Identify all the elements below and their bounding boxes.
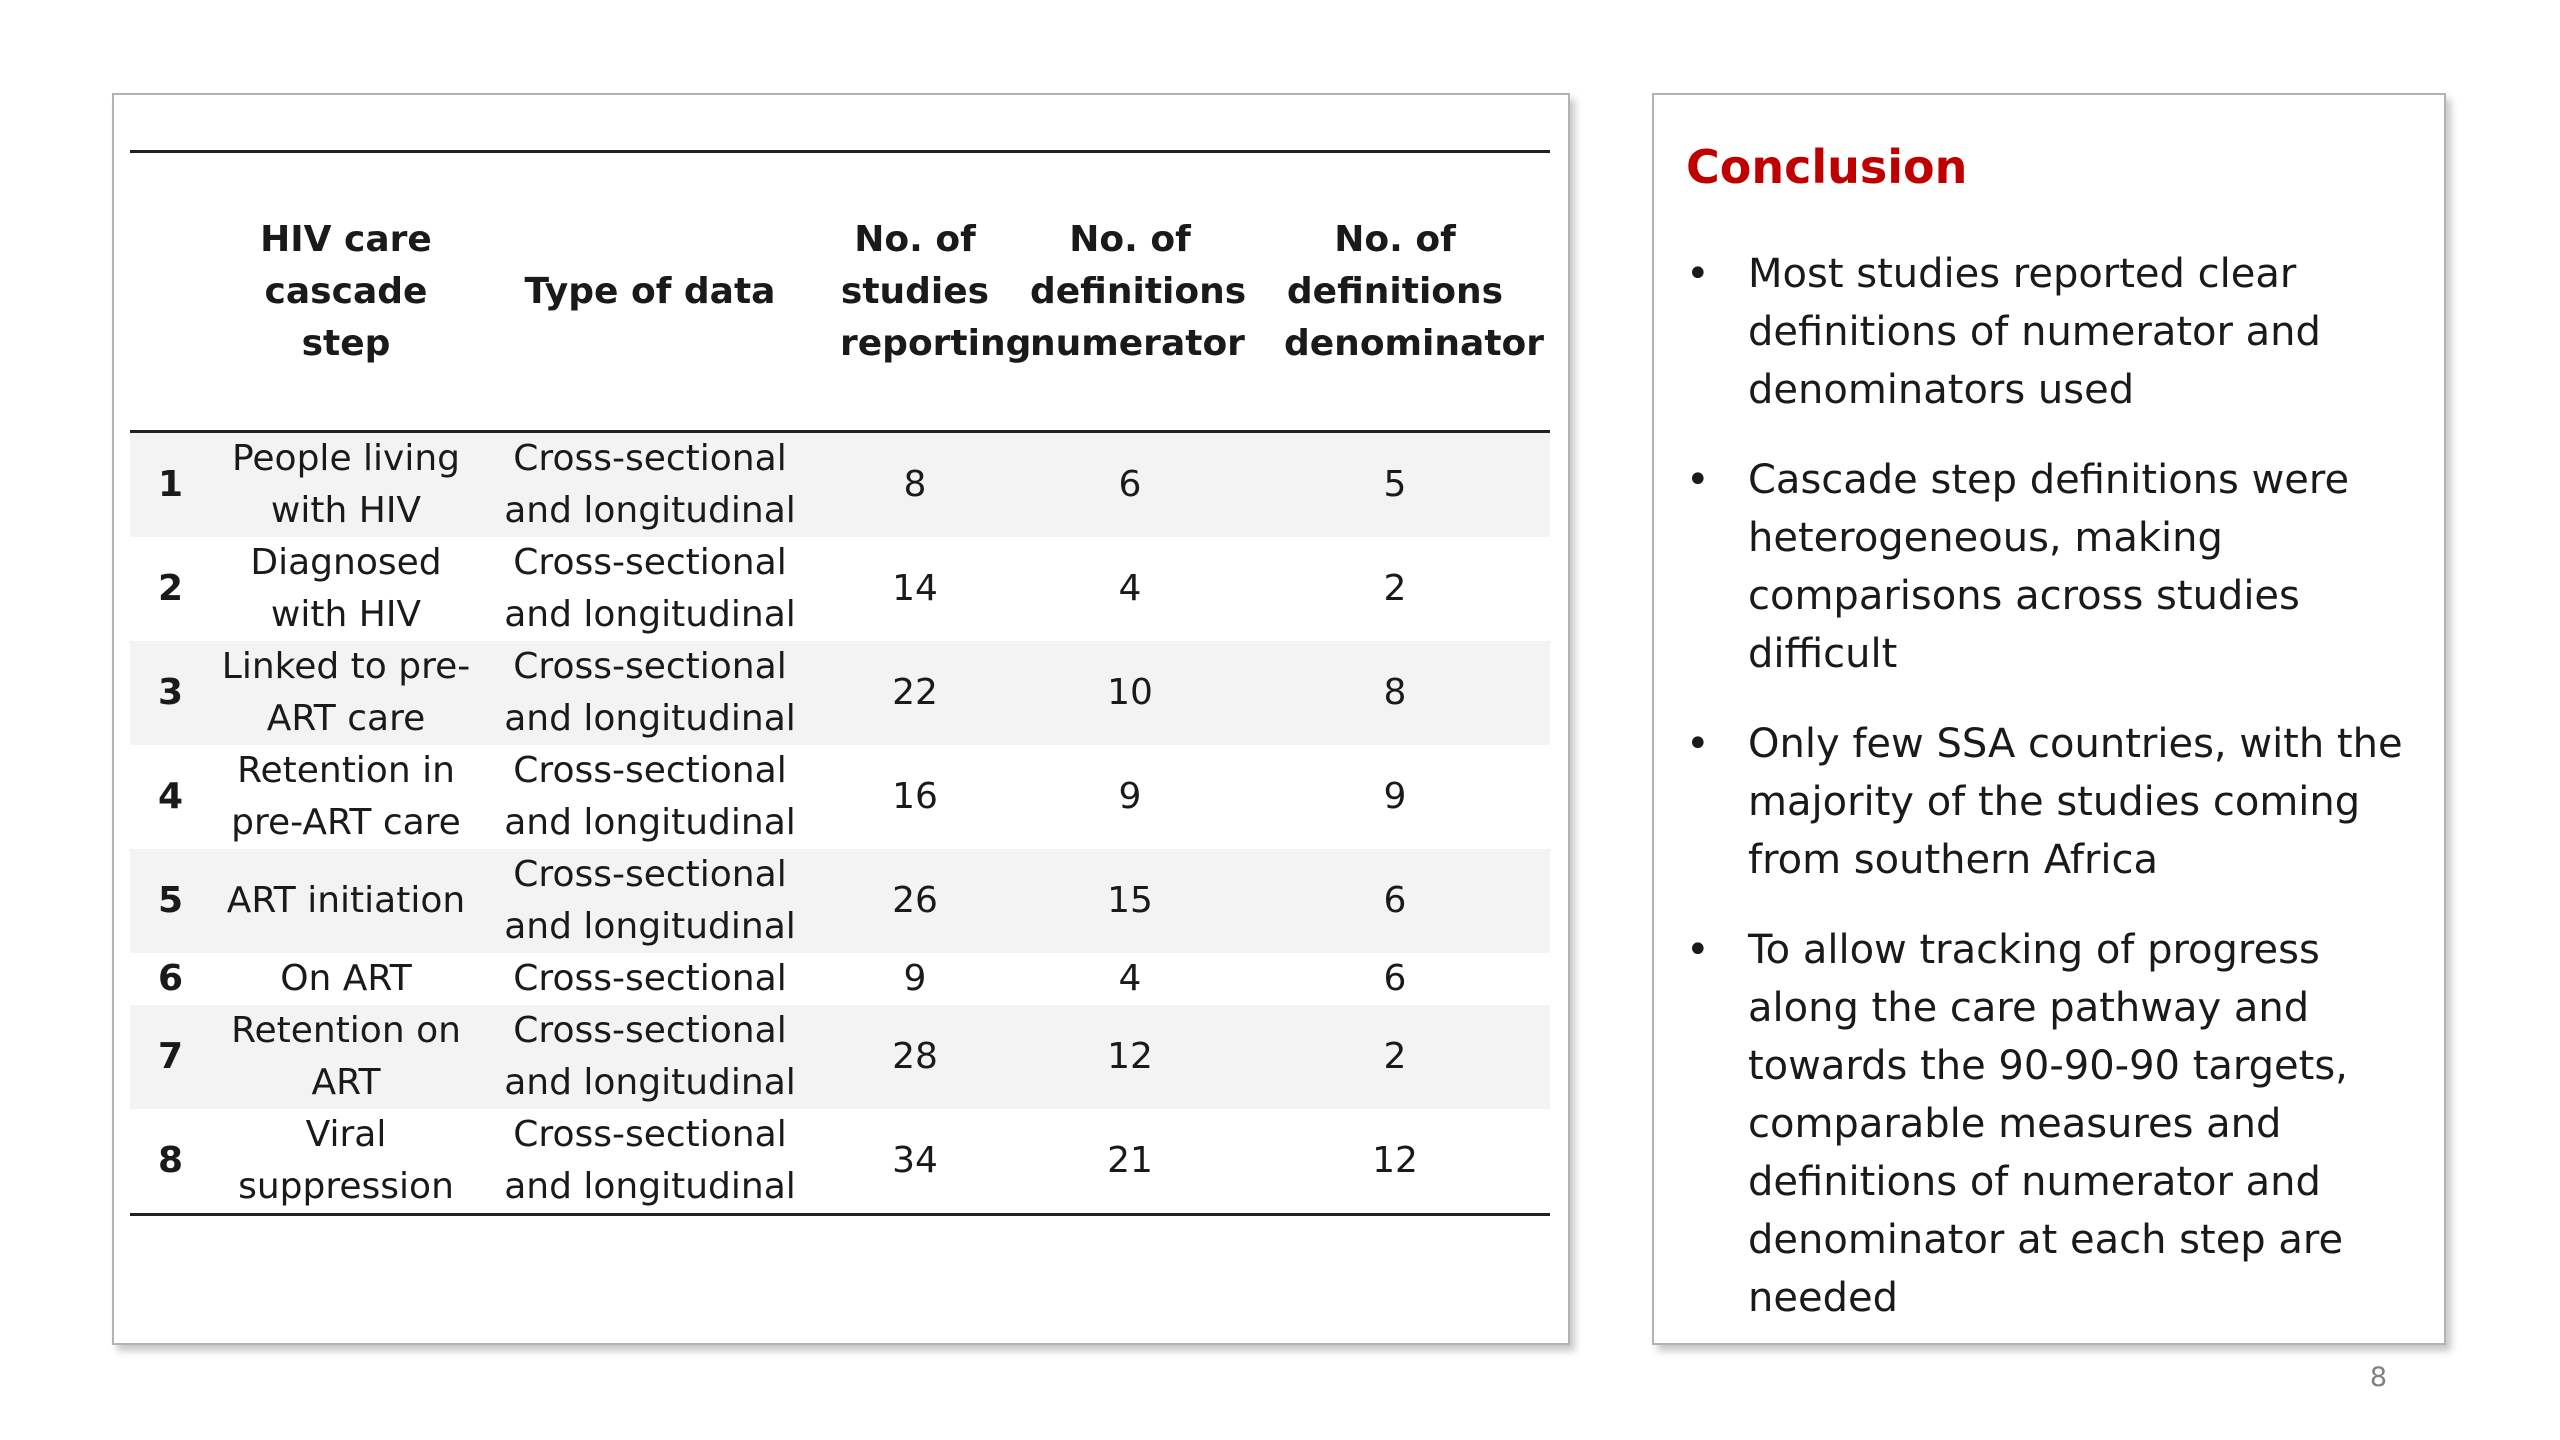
cascade-step: ART initiation: [202, 849, 490, 953]
bullet-text: Cascade step definitions were heterogene…: [1748, 457, 2350, 677]
cascade-step: Viral suppression: [238, 1114, 454, 1207]
header-studies-reporting: No. of studies reporting: [840, 218, 1032, 364]
table-row: 7 Retention on ART Cross-sectional and l…: [130, 1005, 1550, 1109]
step-number: 8: [158, 1140, 184, 1181]
bullet-dot-icon: •: [1686, 927, 1710, 973]
cascade-table: HIV care cascade step Type of data No. o…: [130, 150, 1550, 1216]
data-type: Cross-sectional and longitudinal: [490, 431, 810, 537]
definitions-numerator: 4: [1118, 568, 1142, 609]
cascade-step: People living with HIV: [202, 431, 490, 537]
bullet-text: Only few SSA countries, with the majorit…: [1748, 721, 2403, 883]
conclusion-bullet: • To allow tracking of progress along th…: [1686, 921, 2426, 1327]
data-type: Cross-sectional and longitudinal: [490, 641, 810, 745]
studies-reporting: 28: [810, 1005, 1020, 1109]
studies-reporting: 34: [892, 1140, 938, 1181]
conclusion-bullet: • Only few SSA countries, with the major…: [1686, 715, 2426, 889]
definitions-denominator: 2: [1383, 568, 1407, 609]
step-number: 5: [130, 849, 202, 953]
studies-reporting: 8: [810, 431, 1020, 537]
definitions-numerator: 12: [1020, 1005, 1240, 1109]
conclusion-panel: Conclusion • Most studies reported clear…: [1652, 93, 2446, 1345]
conclusion-bullet: • Cascade step definitions were heteroge…: [1686, 451, 2426, 683]
step-number: 2: [158, 568, 184, 609]
table-body: 1 People living with HIV Cross-sectional…: [130, 431, 1550, 1215]
header-definitions-denominator: No. of definitions denominator: [1284, 218, 1545, 364]
studies-reporting: 9: [903, 958, 927, 999]
table-row: 8 Viral suppression Cross-sectional and …: [130, 1109, 1550, 1215]
table-row: 1 People living with HIV Cross-sectional…: [130, 431, 1550, 537]
table-row: 5 ART initiation Cross-sectional and lon…: [130, 849, 1550, 953]
page-number: 8: [2369, 1362, 2387, 1393]
studies-reporting: 14: [892, 568, 938, 609]
definitions-denominator: 6: [1240, 849, 1550, 953]
data-type: Cross-sectional and longitudinal: [504, 750, 796, 843]
bullet-dot-icon: •: [1686, 457, 1710, 503]
table-row: 4 Retention in pre-ART care Cross-sectio…: [130, 745, 1550, 849]
definitions-numerator: 21: [1107, 1140, 1153, 1181]
definitions-numerator: 10: [1020, 641, 1240, 745]
header-definitions-numerator: No. of definitions numerator: [1030, 218, 1247, 364]
studies-reporting: 26: [810, 849, 1020, 953]
conclusion-bullet-list: • Most studies reported clear definition…: [1686, 245, 2426, 1359]
data-type: Cross-sectional and longitudinal: [490, 1005, 810, 1109]
table-header-row: HIV care cascade step Type of data No. o…: [130, 152, 1550, 432]
data-type: Cross-sectional and longitudinal: [504, 1114, 796, 1207]
data-type: Cross-sectional and longitudinal: [490, 849, 810, 953]
data-type: Cross-sectional and longitudinal: [504, 542, 796, 635]
definitions-denominator: 2: [1240, 1005, 1550, 1109]
step-number: 6: [158, 958, 184, 999]
step-number: 3: [130, 641, 202, 745]
definitions-denominator: 9: [1383, 776, 1407, 817]
step-number: 4: [158, 776, 184, 817]
bullet-dot-icon: •: [1686, 251, 1710, 297]
studies-reporting: 16: [892, 776, 938, 817]
conclusion-title: Conclusion: [1686, 140, 1968, 194]
header-data-type: Type of data: [524, 270, 776, 312]
definitions-denominator: 12: [1372, 1140, 1418, 1181]
table-row: 6 On ART Cross-sectional 9 4 6: [130, 953, 1550, 1005]
cascade-step: Retention on ART: [202, 1005, 490, 1109]
header-step-number: [130, 152, 202, 432]
definitions-denominator: 5: [1240, 431, 1550, 537]
studies-reporting: 22: [810, 641, 1020, 745]
data-type: Cross-sectional: [513, 958, 787, 999]
cascade-step: Diagnosed with HIV: [250, 542, 442, 635]
definitions-numerator: 15: [1020, 849, 1240, 953]
cascade-table-panel: HIV care cascade step Type of data No. o…: [112, 93, 1570, 1345]
bullet-text: Most studies reported clear definitions …: [1748, 251, 2321, 413]
step-number: 7: [130, 1005, 202, 1109]
step-number: 1: [130, 431, 202, 537]
definitions-numerator: 9: [1118, 776, 1142, 817]
table-row: 2 Diagnosed with HIV Cross-sectional and…: [130, 537, 1550, 641]
bullet-text: To allow tracking of progress along the …: [1748, 927, 2348, 1321]
conclusion-bullet: • Most studies reported clear definition…: [1686, 245, 2426, 419]
definitions-numerator: 4: [1118, 958, 1142, 999]
header-cascade-step: HIV care cascade step: [260, 218, 432, 364]
definitions-denominator: 8: [1240, 641, 1550, 745]
table-row: 3 Linked to pre-ART care Cross-sectional…: [130, 641, 1550, 745]
definitions-denominator: 6: [1383, 958, 1407, 999]
definitions-numerator: 6: [1020, 431, 1240, 537]
cascade-step: Linked to pre-ART care: [202, 641, 490, 745]
bullet-dot-icon: •: [1686, 721, 1710, 767]
cascade-step: On ART: [280, 958, 412, 999]
cascade-step: Retention in pre-ART care: [231, 750, 461, 843]
